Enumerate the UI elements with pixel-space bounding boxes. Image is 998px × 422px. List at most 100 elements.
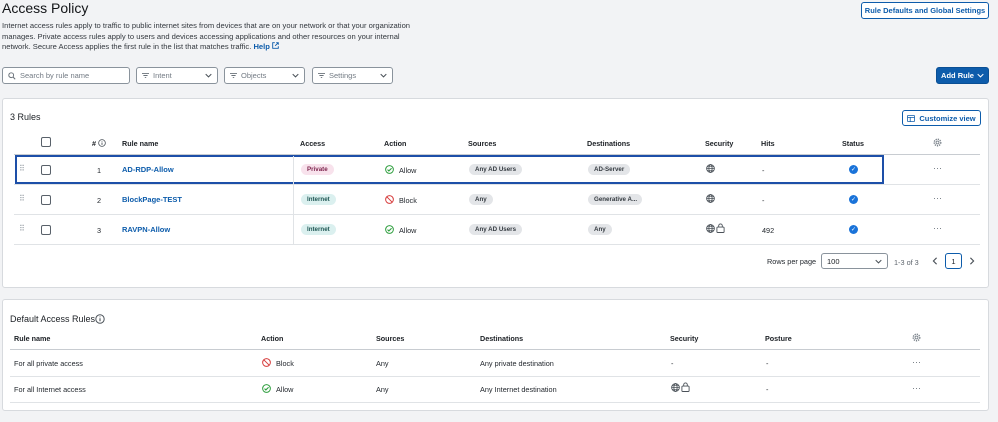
- column-security: Security: [670, 334, 699, 343]
- block-icon: [262, 358, 271, 367]
- more-actions-icon[interactable]: ···: [912, 357, 921, 367]
- rows-per-page-label: Rows per page: [767, 257, 817, 266]
- row-checkbox[interactable]: [41, 225, 51, 235]
- columns-icon: [907, 114, 916, 122]
- customize-view-button[interactable]: Customize view: [902, 110, 981, 126]
- page-number-button[interactable]: 1: [945, 253, 962, 269]
- hits-value: -: [762, 166, 765, 175]
- page-title: Access Policy: [2, 0, 89, 16]
- status-enabled-icon[interactable]: ✓: [849, 195, 858, 204]
- customize-view-label: Customize view: [919, 113, 976, 123]
- access-badge: Internet: [301, 224, 336, 235]
- rule-name-link[interactable]: AD-RDP-Allow: [122, 165, 174, 174]
- add-rule-label: Add Rule: [941, 71, 974, 80]
- more-actions-icon[interactable]: ···: [933, 223, 942, 233]
- intent-filter[interactable]: Intent: [136, 67, 218, 84]
- select-all-checkbox[interactable]: [41, 137, 51, 147]
- filter-icon: [142, 72, 149, 79]
- rule-number: 2: [97, 196, 102, 205]
- column-status[interactable]: Status: [842, 139, 864, 148]
- column-destinations[interactable]: Destinations: [587, 139, 631, 148]
- posture-value: -: [766, 385, 769, 394]
- help-label: Help: [253, 42, 270, 52]
- sources-value: Any: [376, 385, 389, 394]
- column-destinations: Destinations: [480, 334, 524, 343]
- row-checkbox[interactable]: [41, 195, 51, 205]
- column-sources[interactable]: Sources: [468, 139, 497, 148]
- table-row-selected-outline: [15, 155, 884, 184]
- column-action: Action: [261, 334, 284, 343]
- drag-handle-icon[interactable]: ⠿: [19, 224, 25, 233]
- add-rule-button[interactable]: Add Rule: [936, 67, 989, 84]
- destinations-badge: AD-Server: [588, 164, 631, 175]
- chevron-down-icon: [205, 73, 212, 78]
- description-text: Internet access rules apply to traffic t…: [2, 21, 411, 52]
- lock-icon: [681, 382, 690, 392]
- rows-per-page-select[interactable]: 100: [821, 253, 888, 269]
- chevron-down-icon: [292, 73, 299, 78]
- gear-icon[interactable]: [933, 138, 942, 147]
- block-icon: [385, 195, 394, 204]
- info-icon[interactable]: [95, 314, 105, 324]
- search-input[interactable]: Search by rule name: [2, 67, 130, 84]
- column-rule-name: Rule name: [14, 334, 51, 343]
- drag-handle-icon[interactable]: ⠿: [19, 164, 25, 173]
- security-value: -: [671, 359, 674, 368]
- rule-name-link[interactable]: BlockPage-TEST: [122, 195, 183, 204]
- globe-icon: [671, 383, 680, 392]
- column-num: #: [92, 139, 96, 148]
- column-action[interactable]: Action: [384, 139, 407, 148]
- objects-filter-label: Objects: [241, 71, 267, 80]
- action-label: Allow: [399, 166, 417, 175]
- check-circle-icon: [385, 165, 394, 174]
- filter-icon: [230, 72, 237, 79]
- column-rule-name[interactable]: Rule name: [122, 139, 159, 148]
- more-actions-icon[interactable]: ···: [933, 193, 942, 203]
- hits-value: -: [762, 196, 765, 205]
- intent-filter-label: Intent: [153, 71, 172, 80]
- settings-filter[interactable]: Settings: [312, 67, 393, 84]
- globe-icon: [706, 194, 715, 203]
- rule-name-link[interactable]: RAVPN-Allow: [122, 225, 171, 234]
- more-actions-icon[interactable]: ···: [912, 383, 921, 393]
- drag-handle-icon[interactable]: ⠿: [19, 194, 25, 203]
- action-label: Allow: [399, 226, 417, 235]
- sources-badge: Any AD Users: [469, 224, 523, 235]
- more-actions-icon[interactable]: ···: [933, 163, 942, 173]
- chevron-left-icon[interactable]: [932, 257, 938, 265]
- objects-filter[interactable]: Objects: [224, 67, 305, 84]
- default-rule-name: For all private access: [14, 359, 83, 368]
- check-circle-icon: [385, 225, 394, 234]
- lock-icon: [716, 223, 725, 233]
- search-placeholder: Search by rule name: [20, 71, 90, 80]
- default-rules-card: [2, 299, 989, 411]
- external-link-icon: [272, 42, 279, 49]
- hits-value: 492: [762, 226, 775, 235]
- column-security[interactable]: Security: [705, 139, 734, 148]
- rule-number: 1: [97, 166, 102, 175]
- globe-icon: [706, 164, 715, 173]
- help-link[interactable]: Help: [253, 42, 279, 51]
- chevron-down-icon: [977, 73, 984, 78]
- destinations-value: Any Internet destination: [480, 385, 557, 394]
- check-circle-icon: [262, 384, 271, 393]
- row-checkbox[interactable]: [41, 165, 51, 175]
- chevron-right-icon[interactable]: [969, 257, 975, 265]
- column-access[interactable]: Access: [300, 139, 326, 148]
- destinations-badge: Any: [588, 224, 612, 235]
- column-posture: Posture: [765, 334, 792, 343]
- rule-defaults-button[interactable]: Rule Defaults and Global Settings: [861, 2, 989, 19]
- chevron-down-icon: [875, 259, 882, 264]
- gear-icon[interactable]: [912, 333, 921, 342]
- default-rules-title: Default Access Rules: [10, 314, 96, 324]
- settings-filter-label: Settings: [329, 71, 357, 80]
- page-description: Internet access rules apply to traffic t…: [2, 21, 422, 53]
- column-hits[interactable]: Hits: [761, 139, 775, 148]
- action-label: Allow: [276, 385, 294, 394]
- chevron-down-icon: [380, 73, 387, 78]
- status-enabled-icon[interactable]: ✓: [849, 165, 858, 174]
- posture-value: -: [766, 359, 769, 368]
- sources-value: Any: [376, 359, 389, 368]
- status-enabled-icon[interactable]: ✓: [849, 225, 858, 234]
- sources-badge: Any AD Users: [469, 164, 523, 175]
